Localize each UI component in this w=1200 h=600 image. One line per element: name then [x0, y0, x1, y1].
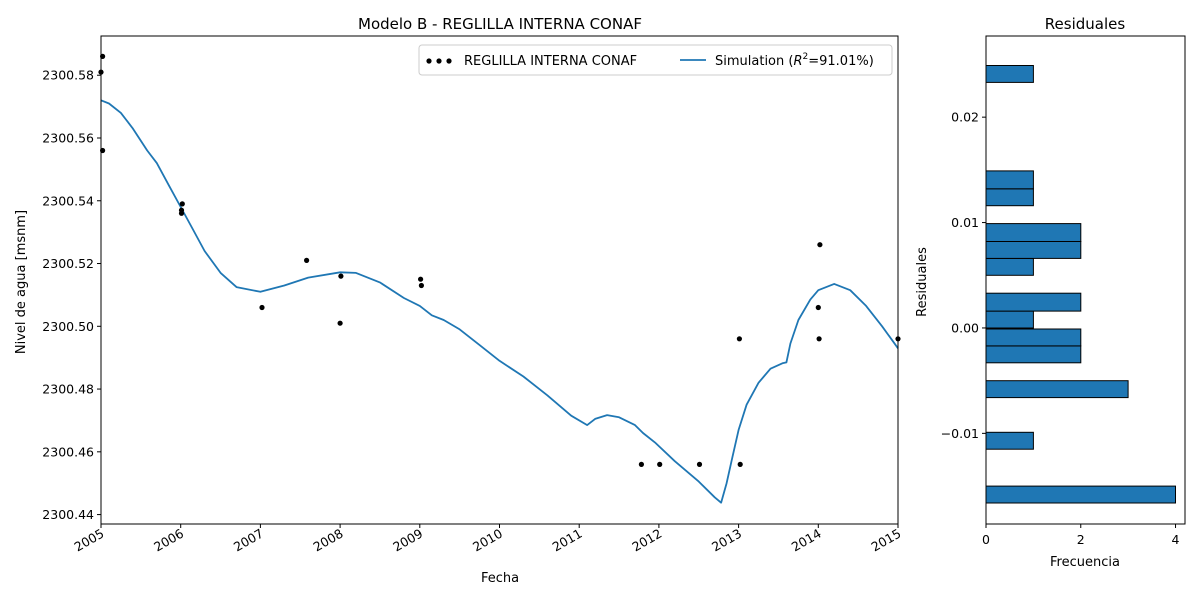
observation-point	[816, 336, 822, 342]
main-y-tick-label: 2300.56	[42, 130, 94, 145]
residuals-chart: Residuales 0 2 4 −0.01 0.00 0.01 0.02 Frecuen…	[915, 15, 1186, 570]
main-chart-legend: REGLILLA INTERNA CONAF Simulation (R2=91…	[418, 44, 893, 76]
residuals-chart-frame	[985, 35, 1186, 525]
legend-entry-simulation: Simulation (R2=91.01%)	[680, 52, 874, 69]
observation-point	[338, 273, 344, 279]
observation-point	[304, 257, 310, 263]
observation-point	[815, 304, 821, 311]
residuals-y-tick-label: 0.01	[951, 215, 979, 230]
observation-point	[418, 282, 424, 289]
observation-point	[418, 276, 424, 282]
legend-observed-marker-3	[446, 58, 452, 64]
residual-bar	[985, 241, 1082, 259]
main-y-tick-label: 2300.48	[42, 382, 94, 397]
residuals-chart-y-ticks: −0.01 0.00 0.01 0.02	[941, 110, 986, 441]
legend-observed-marker-1	[426, 58, 432, 64]
observation-point	[696, 461, 703, 467]
residual-bar	[985, 345, 1082, 364]
main-y-tick-label: 2300.58	[42, 68, 94, 83]
residual-bar	[985, 188, 1034, 207]
residuals-y-tick-label: −0.01	[941, 426, 979, 441]
main-chart: Modelo B - REGLILLA INTERNA CONAF 2005 20…	[14, 15, 904, 586]
residual-bar	[985, 310, 1034, 329]
residual-bar	[985, 380, 1129, 399]
main-chart-title: Modelo B - REGLILLA INTERNA CONAF	[358, 15, 642, 33]
legend-observed-label: REGLILLA INTERNA CONAF	[464, 54, 637, 69]
main-chart-series	[98, 53, 901, 504]
observation-point	[638, 461, 645, 467]
main-chart-frame	[100, 35, 899, 525]
observation-point	[337, 320, 343, 326]
main-y-tick-label: 2300.50	[42, 319, 94, 334]
main-y-tick-label: 2300.46	[42, 444, 94, 459]
observation-point	[657, 461, 663, 467]
main-chart-x-axis-label: Fecha	[481, 571, 519, 586]
legend-entry-observed: REGLILLA INTERNA CONAF	[426, 54, 637, 69]
observation-point	[259, 304, 265, 311]
main-y-tick-label: 2300.54	[42, 193, 94, 208]
observation-point	[736, 336, 743, 342]
residuals-chart-title: Residuales	[1045, 15, 1126, 33]
legend-observed-marker-2	[436, 58, 442, 64]
observation-point	[817, 242, 823, 248]
observation-point	[178, 207, 185, 213]
main-y-tick-label: 2300.44	[42, 507, 94, 522]
residuals-y-tick-label: 0.02	[951, 110, 979, 125]
legend-simulation-label: Simulation (R2=91.01%)	[715, 52, 874, 69]
residual-bar	[985, 223, 1082, 243]
simulation-line	[100, 99, 899, 504]
residual-bar	[985, 257, 1034, 276]
residuals-chart-x-axis-label: Frecuencia	[1050, 555, 1120, 570]
residuals-chart-x-ticks: 0 2 4	[982, 524, 1180, 547]
residual-bar	[985, 328, 1082, 347]
main-y-tick-label: 2300.52	[42, 256, 94, 271]
residual-bar	[985, 65, 1034, 83]
residual-bar	[985, 431, 1034, 450]
residuals-chart-y-axis-label: Residuales	[915, 247, 930, 317]
residual-bar	[985, 292, 1082, 312]
residuals-x-tick-label: 4	[1172, 532, 1180, 547]
residuals-y-tick-label: 0.00	[951, 320, 979, 335]
main-chart-y-ticks: 2300.44 2300.46 2300.48 2300.50 2300.52 2300.…	[42, 68, 101, 522]
legend-box	[418, 44, 893, 76]
residuals-x-tick-label: 2	[1077, 532, 1085, 547]
observation-point	[179, 201, 185, 207]
residuals-x-tick-label: 0	[982, 532, 990, 547]
observation-point	[737, 461, 743, 467]
residual-bar	[985, 170, 1034, 190]
residual-bar	[985, 485, 1176, 504]
main-chart-y-axis-label: Nivel de agua [msnm]	[14, 210, 29, 354]
